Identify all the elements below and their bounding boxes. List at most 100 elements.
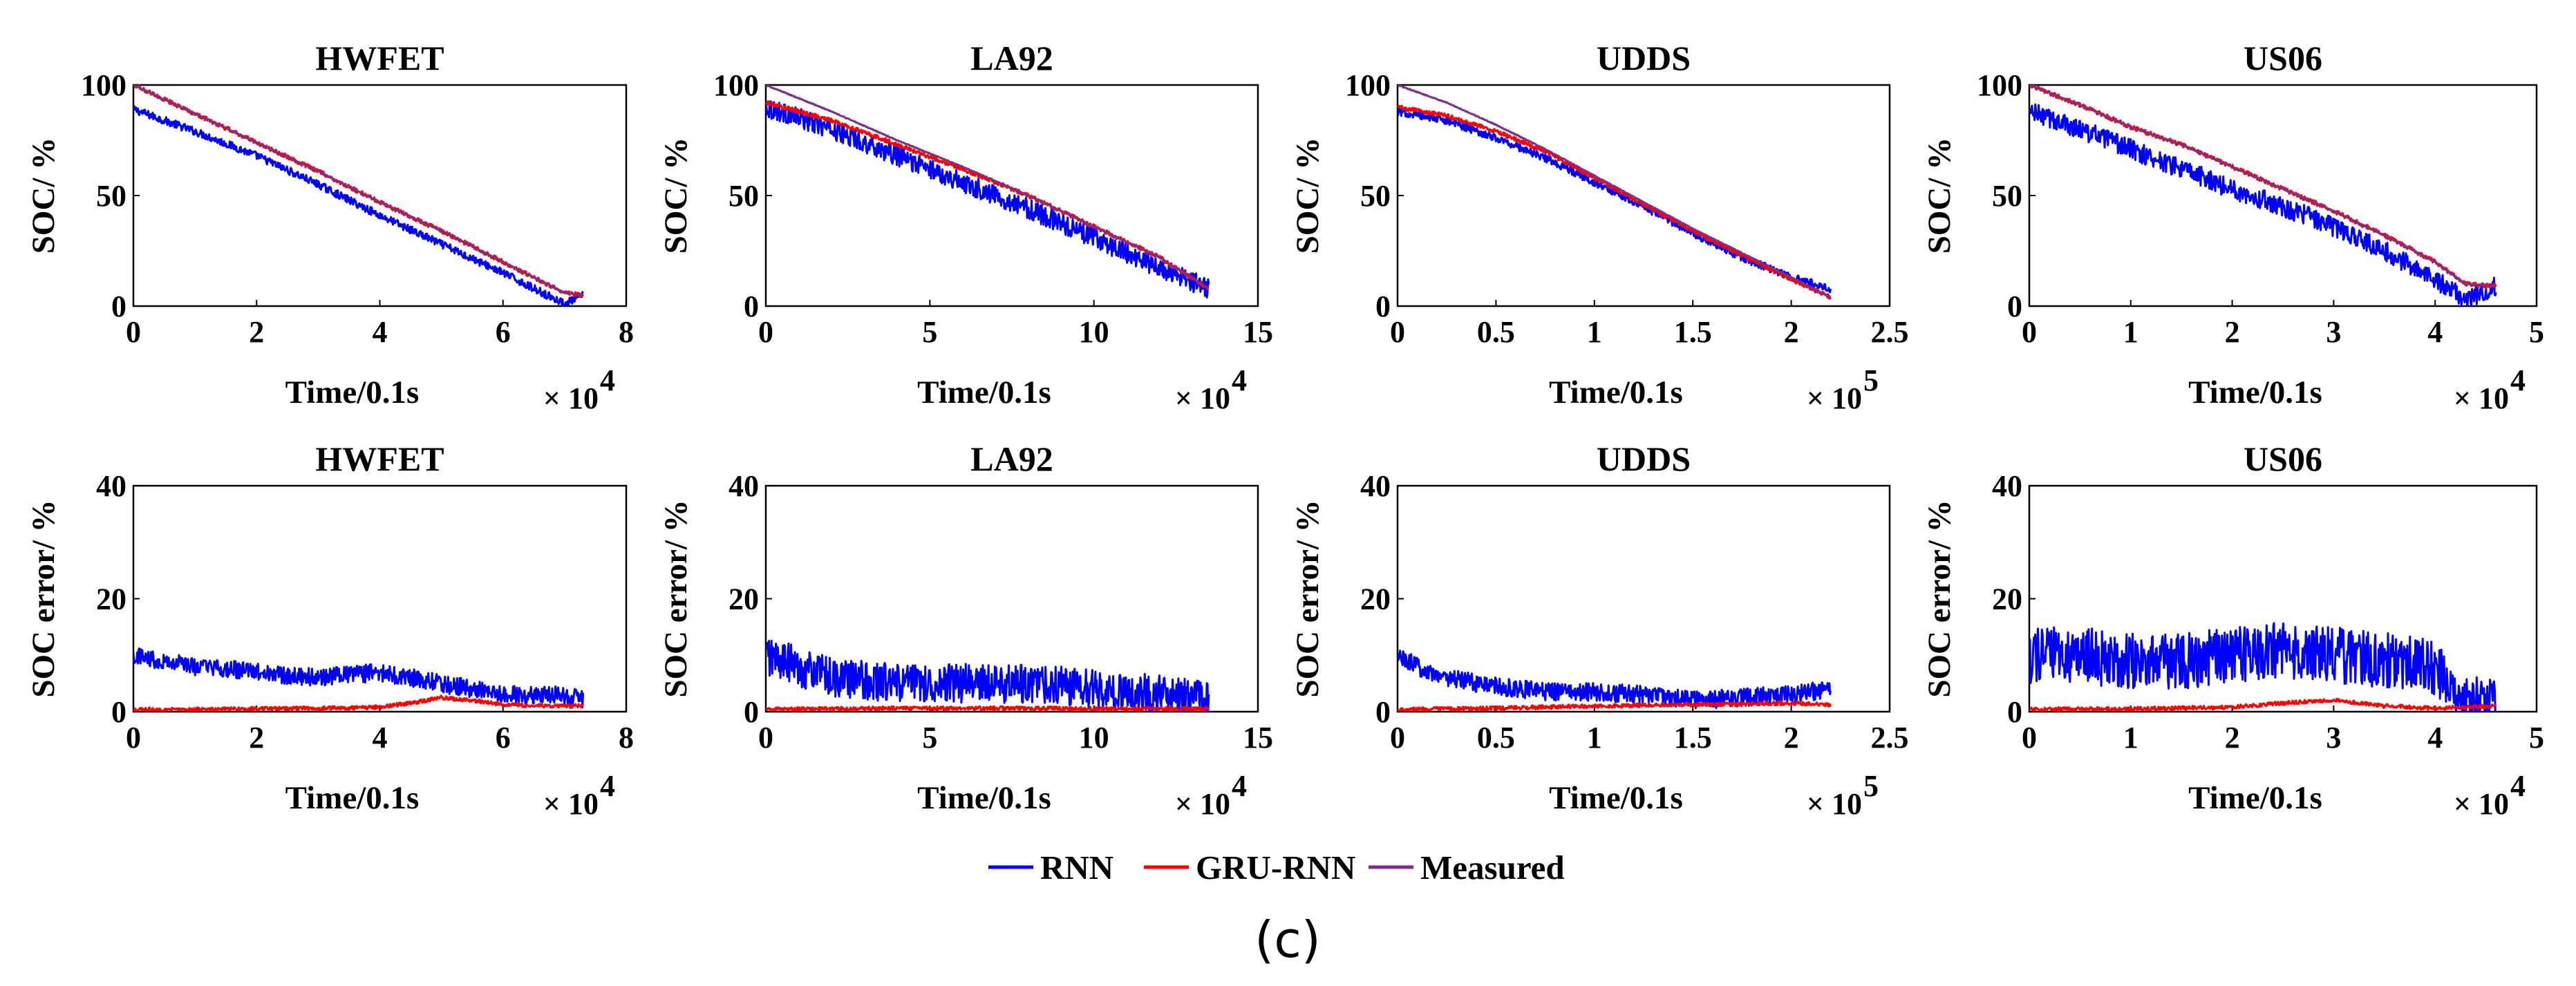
subplot-title: LA92 [970, 439, 1053, 478]
x-tick-label: 5 [2529, 315, 2544, 349]
y-tick-label: 50 [728, 179, 759, 213]
x-axis-label: Time/0.1s [1549, 780, 1683, 816]
plot-area [1398, 650, 1832, 712]
series-line-rnn [133, 647, 585, 708]
x-tick-label: 1 [2123, 721, 2138, 755]
x-tick-label: 2 [1784, 721, 1799, 755]
subplot-title: US06 [2244, 39, 2322, 77]
x-tick-label: 1 [1587, 315, 1602, 349]
y-tick-label: 20 [728, 582, 759, 616]
x-multiplier: × 10 [543, 381, 599, 415]
y-tick-label: 0 [1375, 290, 1391, 323]
x-tick-label: 3 [2326, 315, 2341, 349]
x-tick-label: 15 [1243, 721, 1273, 755]
legend-label-measured: Measured [1420, 848, 1565, 887]
x-tick-label: 0.5 [1477, 721, 1515, 755]
x-tick-label: 2 [1784, 315, 1799, 349]
x-exponent: 4 [2510, 769, 2526, 803]
x-multiplier: × 10 [1175, 381, 1230, 415]
x-tick-label: 0 [2022, 721, 2037, 755]
x-tick-label: 1.5 [1674, 721, 1712, 755]
y-tick-label: 20 [1360, 582, 1391, 616]
subplot-title: US06 [2244, 439, 2322, 478]
y-tick-label: 0 [2007, 695, 2022, 729]
y-axis-label: SOC/ % [658, 138, 694, 254]
legend: RNN GRU-RNN Measured [988, 848, 1565, 887]
y-axis-label: SOC/ % [1290, 138, 1326, 254]
x-tick-label: 2 [249, 315, 264, 349]
series-line-measured [766, 85, 1210, 290]
x-tick-label: 6 [496, 721, 511, 755]
x-tick-label: 4 [2427, 721, 2443, 755]
x-tick-label: 0 [126, 315, 141, 349]
plot-area [1398, 85, 1832, 300]
x-multiplier: × 10 [1807, 787, 1862, 821]
y-axis-label: SOC/ % [26, 138, 62, 254]
y-tick-label: 40 [1992, 469, 2022, 503]
y-tick-label: 50 [1992, 179, 2022, 213]
series-line-gru-rnn [766, 705, 1210, 712]
legend-label-gru-rnn: GRU-RNN [1196, 848, 1355, 887]
x-axis-label: Time/0.1s [2188, 780, 2322, 816]
y-axis-label: SOC error/ % [1290, 500, 1326, 697]
y-tick-label: 0 [111, 290, 126, 323]
x-exponent: 5 [1863, 363, 1879, 397]
x-tick-label: 1 [1587, 721, 1602, 755]
series-line-rnn [2029, 622, 2497, 712]
x-multiplier: × 10 [1175, 787, 1230, 821]
y-tick-label: 0 [1375, 695, 1391, 729]
y-tick-label: 100 [81, 68, 126, 102]
x-tick-label: 5 [922, 315, 937, 349]
y-tick-label: 20 [96, 582, 126, 616]
x-tick-label: 1.5 [1674, 315, 1712, 349]
x-tick-label: 10 [1079, 721, 1109, 755]
plot-area [2029, 622, 2497, 712]
x-tick-label: 2 [249, 721, 264, 755]
x-multiplier: × 10 [2454, 787, 2509, 821]
y-axis-label: SOC error/ % [658, 500, 694, 697]
x-tick-label: 0 [758, 315, 773, 349]
x-multiplier: × 10 [2454, 381, 2509, 415]
y-tick-label: 0 [2007, 290, 2022, 323]
x-tick-label: 5 [2529, 721, 2544, 755]
x-axis-label: Time/0.1s [285, 375, 420, 410]
x-tick-label: 0 [126, 721, 141, 755]
x-exponent: 4 [1232, 769, 1247, 803]
series-line-measured [133, 85, 584, 296]
series-line-rnn [2029, 103, 2497, 306]
x-tick-label: 2 [2225, 721, 2240, 755]
x-axis-label: Time/0.1s [1549, 375, 1683, 410]
x-tick-label: 0 [1390, 315, 1405, 349]
x-tick-label: 10 [1079, 315, 1109, 349]
plot-area [133, 647, 585, 712]
x-tick-label: 3 [2326, 721, 2341, 755]
y-tick-label: 0 [111, 695, 126, 729]
plot-area [766, 85, 1210, 298]
series-line-rnn [766, 100, 1210, 298]
x-multiplier: × 10 [1807, 381, 1862, 415]
series-line-gru-rnn [133, 694, 584, 712]
subplot-soc-udds: UDDS 0 0.5 1 1.5 2 2.5 0 50 100 Time/0.1s SOC/ % × 1… [1290, 39, 1909, 415]
subplot-title: UDDS [1597, 39, 1691, 77]
plot-area [766, 639, 1210, 712]
x-tick-label: 0 [758, 721, 773, 755]
subplot-title: HWFET [315, 39, 444, 77]
y-tick-label: 40 [728, 469, 759, 503]
x-tick-label: 8 [619, 721, 634, 755]
y-tick-label: 100 [713, 68, 759, 102]
subplot-title: UDDS [1597, 439, 1691, 478]
y-tick-label: 100 [1345, 68, 1391, 102]
subplot-error-la92: LA92 0 5 10 15 0 20 40 Time/0.1s SOC error/ % × 10… [658, 439, 1273, 821]
x-tick-label: 4 [373, 721, 388, 755]
x-exponent: 4 [2510, 363, 2526, 397]
x-multiplier: × 10 [543, 787, 599, 821]
x-axis-label: Time/0.1s [2188, 375, 2322, 410]
x-tick-label: 0.5 [1477, 315, 1515, 349]
x-tick-label: 4 [2427, 315, 2443, 349]
x-axis-label: Time/0.1s [917, 375, 1051, 410]
y-tick-label: 0 [744, 290, 759, 323]
